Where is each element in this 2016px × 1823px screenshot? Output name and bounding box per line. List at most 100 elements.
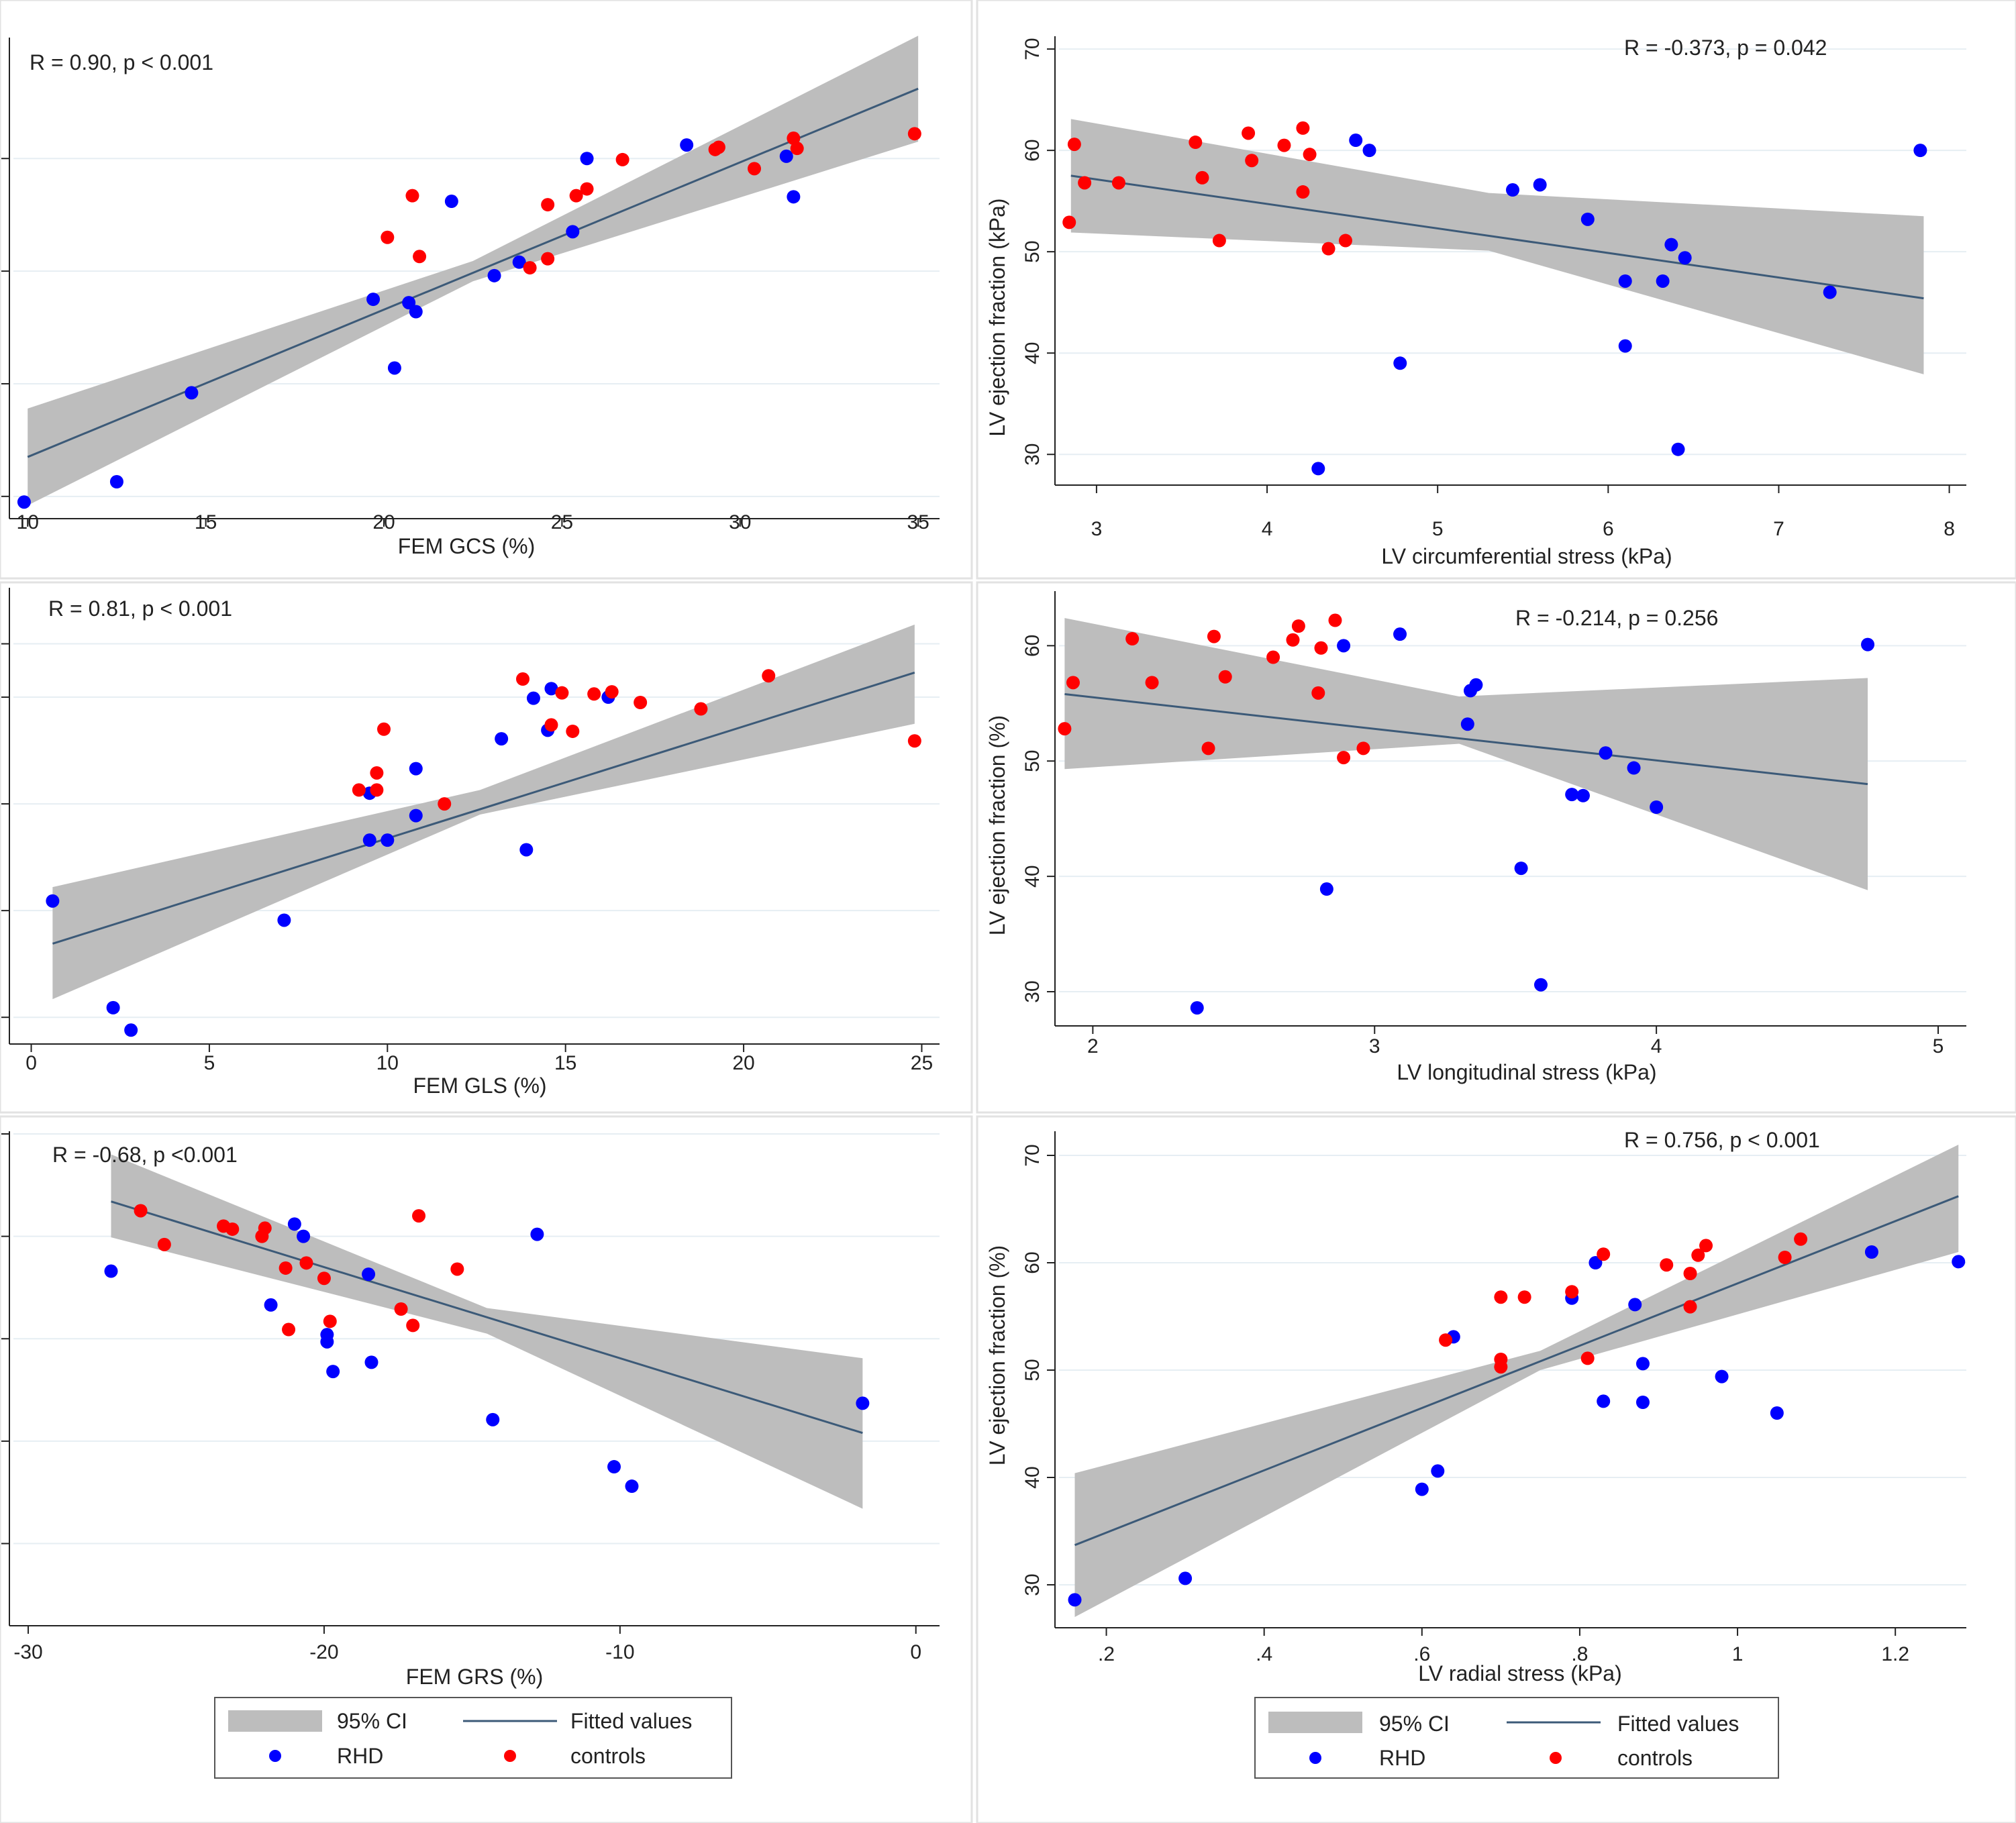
point-rhd-rad bbox=[1952, 1255, 1966, 1269]
point-rhd-circ bbox=[1678, 251, 1692, 265]
point-controls-circ bbox=[1195, 170, 1209, 185]
point-rhd-gcs bbox=[366, 293, 381, 307]
point-rhd-circ bbox=[1913, 144, 1927, 158]
point-rhd-rad bbox=[1715, 1369, 1729, 1384]
point-rhd-gcs bbox=[680, 138, 694, 152]
legend-ci-label: 95% CI bbox=[1379, 1712, 1450, 1736]
point-controls-gls bbox=[634, 696, 648, 709]
point-rhd-gcs bbox=[787, 190, 801, 204]
point-controls-long bbox=[1328, 613, 1342, 627]
x-tick-label-gcs: 30 bbox=[729, 511, 751, 533]
point-controls-gcs bbox=[381, 230, 395, 244]
point-controls-rad bbox=[1691, 1248, 1705, 1262]
y-axis-label-rad: LV ejection fraction (%) bbox=[985, 1245, 1009, 1465]
point-rhd-gls bbox=[124, 1023, 138, 1037]
point-rhd-circ bbox=[1618, 339, 1632, 353]
x-tick-label-grs: 0 bbox=[910, 1641, 921, 1663]
point-controls-circ bbox=[1062, 215, 1076, 229]
point-controls-long bbox=[1311, 686, 1325, 700]
point-controls-gcs bbox=[711, 140, 725, 154]
y-tick-label-long: 50 bbox=[1021, 750, 1044, 772]
point-controls-rad bbox=[1794, 1232, 1808, 1246]
point-rhd-circ bbox=[1618, 274, 1632, 288]
chart-title-grs: R = -0.68, p <0.001 bbox=[52, 1143, 238, 1167]
point-controls-circ bbox=[1245, 154, 1259, 168]
point-rhd-grs bbox=[856, 1396, 870, 1410]
y-tick-label-long: 30 bbox=[1021, 980, 1044, 1002]
point-controls-gcs bbox=[569, 189, 583, 203]
point-rhd-gcs bbox=[17, 495, 31, 509]
point-controls-gcs bbox=[523, 261, 537, 275]
point-controls-gcs bbox=[541, 252, 555, 266]
chart-grs: -30 -20 -10 0 R = -0.68, p <0.001 FEM GRS (… bbox=[1, 1131, 940, 1689]
point-rhd-gcs bbox=[387, 361, 401, 375]
x-tick-label-long: 2 bbox=[1087, 1035, 1099, 1057]
point-rhd-rad bbox=[1635, 1396, 1650, 1409]
y-tick-label-circ: 30 bbox=[1021, 444, 1044, 466]
x-tick-label-gcs: 15 bbox=[195, 511, 217, 533]
point-rhd-circ bbox=[1580, 212, 1595, 226]
point-rhd-grs bbox=[104, 1264, 118, 1278]
x-axis-label-gls: FEM GLS (%) bbox=[413, 1074, 546, 1098]
x-tick-label-long: 4 bbox=[1651, 1035, 1662, 1057]
x-tick-label-circ: 7 bbox=[1773, 518, 1784, 540]
ci-band-circ bbox=[1070, 119, 1924, 374]
x-tick-label-gcs: 10 bbox=[17, 511, 39, 533]
point-controls-circ bbox=[1296, 185, 1310, 199]
point-controls-grs bbox=[394, 1302, 408, 1316]
point-rhd-rad bbox=[1068, 1593, 1082, 1607]
ci-band-gls bbox=[52, 624, 915, 1000]
point-controls-circ bbox=[1321, 242, 1335, 256]
fit-line-gcs bbox=[27, 87, 919, 458]
legend-fit-label: Fitted values bbox=[1617, 1712, 1739, 1736]
point-rhd-circ bbox=[1506, 183, 1519, 197]
point-rhd-gls bbox=[46, 894, 60, 908]
point-controls-circ bbox=[1067, 138, 1081, 152]
point-rhd-rad bbox=[1589, 1256, 1603, 1269]
point-rhd-circ bbox=[1656, 274, 1670, 288]
x-tick-label-rad: .2 bbox=[1098, 1643, 1115, 1665]
x-tick-label-rad: 1 bbox=[1732, 1643, 1744, 1665]
point-rhd-grs bbox=[362, 1267, 376, 1282]
point-rhd-grs bbox=[364, 1355, 379, 1369]
x-axis-label-gcs: FEM GCS (%) bbox=[398, 534, 535, 558]
legend-controls-label: controls bbox=[1617, 1746, 1693, 1770]
point-rhd-gls bbox=[362, 833, 376, 847]
point-rhd-long bbox=[1861, 637, 1875, 652]
point-rhd-long bbox=[1337, 639, 1351, 653]
point-controls-gls bbox=[587, 687, 601, 701]
point-controls-long bbox=[1218, 670, 1232, 684]
point-controls-gcs bbox=[907, 127, 921, 141]
point-controls-gls bbox=[694, 702, 708, 716]
chart-title-gls: R = 0.81, p < 0.001 bbox=[48, 596, 232, 621]
point-controls-long bbox=[1058, 722, 1072, 736]
x-axis-label-long: LV longitudinal stress (kPa) bbox=[1397, 1060, 1656, 1084]
point-controls-gcs bbox=[405, 189, 419, 203]
point-rhd-circ bbox=[1671, 442, 1685, 456]
x-axis-label-circ: LV circumferential stress (kPa) bbox=[1381, 544, 1672, 568]
point-rhd-long bbox=[1469, 678, 1483, 692]
point-controls-circ bbox=[1277, 138, 1291, 152]
point-rhd-rad bbox=[1431, 1464, 1445, 1478]
point-rhd-gcs bbox=[487, 268, 501, 282]
point-controls-gls bbox=[605, 685, 619, 699]
point-rhd-gcs bbox=[185, 386, 199, 400]
ci-band-gcs bbox=[28, 36, 919, 506]
point-controls-long bbox=[1201, 741, 1215, 756]
point-controls-long bbox=[1286, 633, 1300, 647]
point-controls-grs bbox=[157, 1237, 171, 1251]
x-tick-label-rad: .6 bbox=[1413, 1643, 1430, 1665]
legend-left: 95% CI Fitted values RHD controls bbox=[214, 1697, 732, 1779]
point-rhd-gcs bbox=[779, 149, 793, 163]
point-controls-circ bbox=[1242, 126, 1256, 140]
x-axis-label-grs: FEM GRS (%) bbox=[406, 1665, 543, 1689]
x-tick-label-circ: 6 bbox=[1603, 518, 1614, 540]
point-rhd-long bbox=[1190, 1001, 1204, 1015]
y-tick-label-rad: 70 bbox=[1021, 1144, 1044, 1166]
plot-area-long: 2 3 4 5 30 40 50 60 bbox=[1021, 591, 1966, 1057]
chart-circ: 3 4 5 6 7 8 30 40 50 60 70 R = -0.373, p = 0.042 L… bbox=[985, 36, 1966, 568]
legend-rhd-label: RHD bbox=[1379, 1746, 1425, 1770]
y-tick-label-circ: 50 bbox=[1021, 240, 1044, 262]
point-rhd-circ bbox=[1362, 144, 1376, 158]
